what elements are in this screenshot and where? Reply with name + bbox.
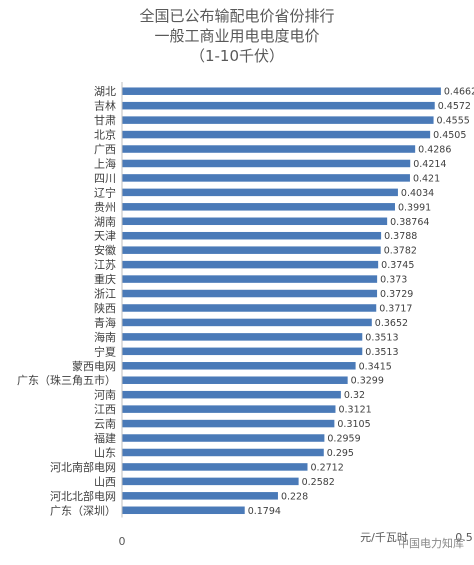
bar [122,347,363,356]
category-label: 河北北部电网 [50,489,116,503]
bar [122,145,416,153]
category-label: 湖南 [94,215,116,228]
category-label: 河南 [94,389,116,402]
category-label: 湖北 [94,85,116,98]
value-label: 0.3415 [359,361,392,372]
value-label: 0.295 [327,448,354,459]
bar [122,101,435,110]
category-label: 蒙西电网 [72,360,116,373]
bar [122,362,356,370]
bar [122,217,388,226]
category-label: 陕西 [94,301,116,315]
bar [122,448,324,457]
value-label: 0.3717 [379,303,412,314]
bar [122,405,336,413]
category-label: 四川 [94,172,116,185]
bar [122,289,378,298]
bar [122,87,441,95]
value-label: 0.421 [413,173,440,184]
category-label: 山西 [94,475,116,488]
bar [122,246,381,254]
bar [122,159,411,168]
value-label: 0.3299 [351,376,384,387]
value-label: 0.3513 [365,347,398,358]
category-label: 云南 [94,418,116,431]
bar [122,376,348,384]
value-label: 0.4034 [401,188,434,199]
bar [122,434,325,442]
value-label: 0.2582 [302,477,335,488]
value-label: 0.373 [380,275,407,286]
bar [122,492,278,500]
bar [122,260,379,269]
bar [122,463,308,471]
value-label: 0.4214 [413,159,446,170]
category-label: 福建 [94,431,116,445]
bar [122,275,378,283]
value-label: 0.3782 [384,246,417,257]
bar [122,390,341,399]
category-label: 宁夏 [94,344,116,358]
value-label: 0.3745 [381,260,414,271]
value-label: 0.3121 [338,405,371,416]
category-label: 浙江 [94,288,116,301]
x-tick-label: 0 [119,535,126,548]
category-label: 贵州 [94,201,116,214]
value-label: 0.4286 [418,145,451,156]
category-label: 吉林 [94,99,116,113]
bar [122,506,245,515]
value-label: 0.228 [281,491,308,502]
value-label: 0.4662 [444,87,474,98]
category-label: 广西 [94,143,116,156]
category-label: 广东（深圳） [50,504,116,517]
watermark: 中国电力知库 [398,537,464,550]
category-label: 江西 [94,403,116,416]
value-label: 0.3788 [384,231,417,242]
bar [122,174,410,182]
value-label: 0.3729 [380,289,413,300]
category-label: 海南 [94,330,116,344]
value-label: 0.3513 [365,332,398,343]
bar [122,203,395,211]
bar [122,419,335,428]
bar [122,188,398,197]
value-label: 0.32 [344,390,365,401]
bar [122,231,382,240]
bar [122,304,377,312]
value-label: 0.4572 [438,101,471,112]
category-label: 山东 [94,446,116,459]
bar [122,130,431,139]
category-label: 重庆 [94,272,116,286]
category-label: 河北南部电网 [50,460,116,474]
chart-title-line-2: 一般工商业用电电度电价 [154,27,320,45]
bar [122,116,434,124]
value-label: 0.3652 [375,318,408,329]
x-tick-label: 0.5 [455,531,473,544]
unit-label: 元/千瓦时 [360,531,408,544]
value-label: 0.4555 [437,116,470,127]
category-label: 江苏 [94,259,116,272]
bar [122,477,299,486]
value-label: 0.1794 [248,506,281,517]
category-label: 广东（珠三角五市） [17,373,116,387]
value-label: 0.2959 [327,434,360,445]
value-label: 0.3991 [398,202,431,213]
value-label: 0.3105 [337,419,370,430]
value-label: 0.4505 [433,130,466,141]
value-label: 0.38764 [390,217,429,228]
chart-title-line-3: （1-10千伏） [189,47,285,65]
category-label: 上海 [94,156,116,170]
category-label: 安徽 [94,243,116,257]
value-label: 0.2712 [311,462,344,473]
chart-title-line-1: 全国已公布输配电价省份排行 [139,7,335,25]
bar [122,318,372,327]
bar [122,333,363,341]
category-label: 青海 [94,315,116,329]
category-label: 甘肃 [94,114,116,127]
category-label: 辽宁 [94,185,116,199]
category-label: 北京 [94,128,116,142]
category-label: 天津 [94,230,116,243]
